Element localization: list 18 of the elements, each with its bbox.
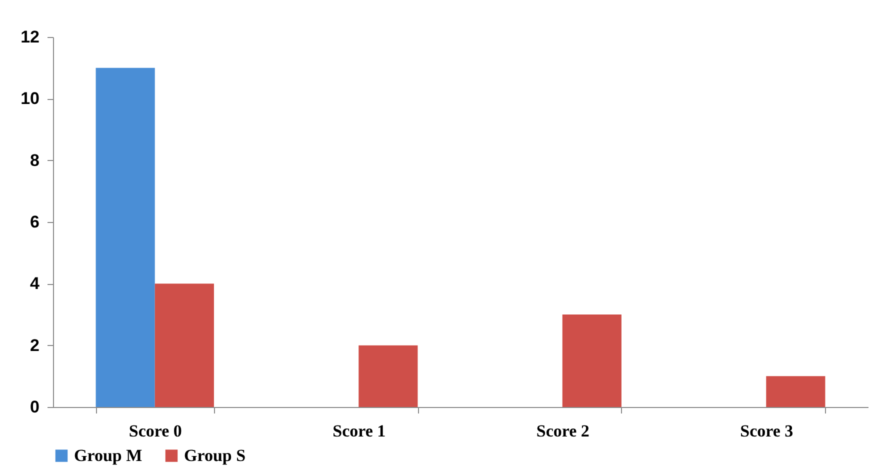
y-tick-label: 2 [30, 336, 40, 355]
bar [766, 376, 826, 407]
bar [96, 68, 155, 407]
bar [358, 345, 418, 407]
x-tick-label: Score 2 [536, 422, 590, 440]
bar [562, 314, 622, 407]
y-tick-label: 8 [30, 150, 40, 170]
y-tick-label: 6 [30, 212, 40, 232]
y-tick-label: 10 [20, 89, 40, 108]
x-tick-label: Score 1 [332, 422, 386, 440]
y-tick-label: 12 [20, 28, 40, 46]
bar [154, 284, 214, 407]
legend-label: Group M [74, 446, 142, 465]
legend-label: Group S [184, 446, 246, 465]
y-tick-label: 4 [30, 274, 40, 294]
y-tick-label: 0 [30, 398, 40, 416]
x-tick-label: Score 3 [740, 422, 794, 440]
x-tick-label: Score 0 [128, 422, 182, 440]
